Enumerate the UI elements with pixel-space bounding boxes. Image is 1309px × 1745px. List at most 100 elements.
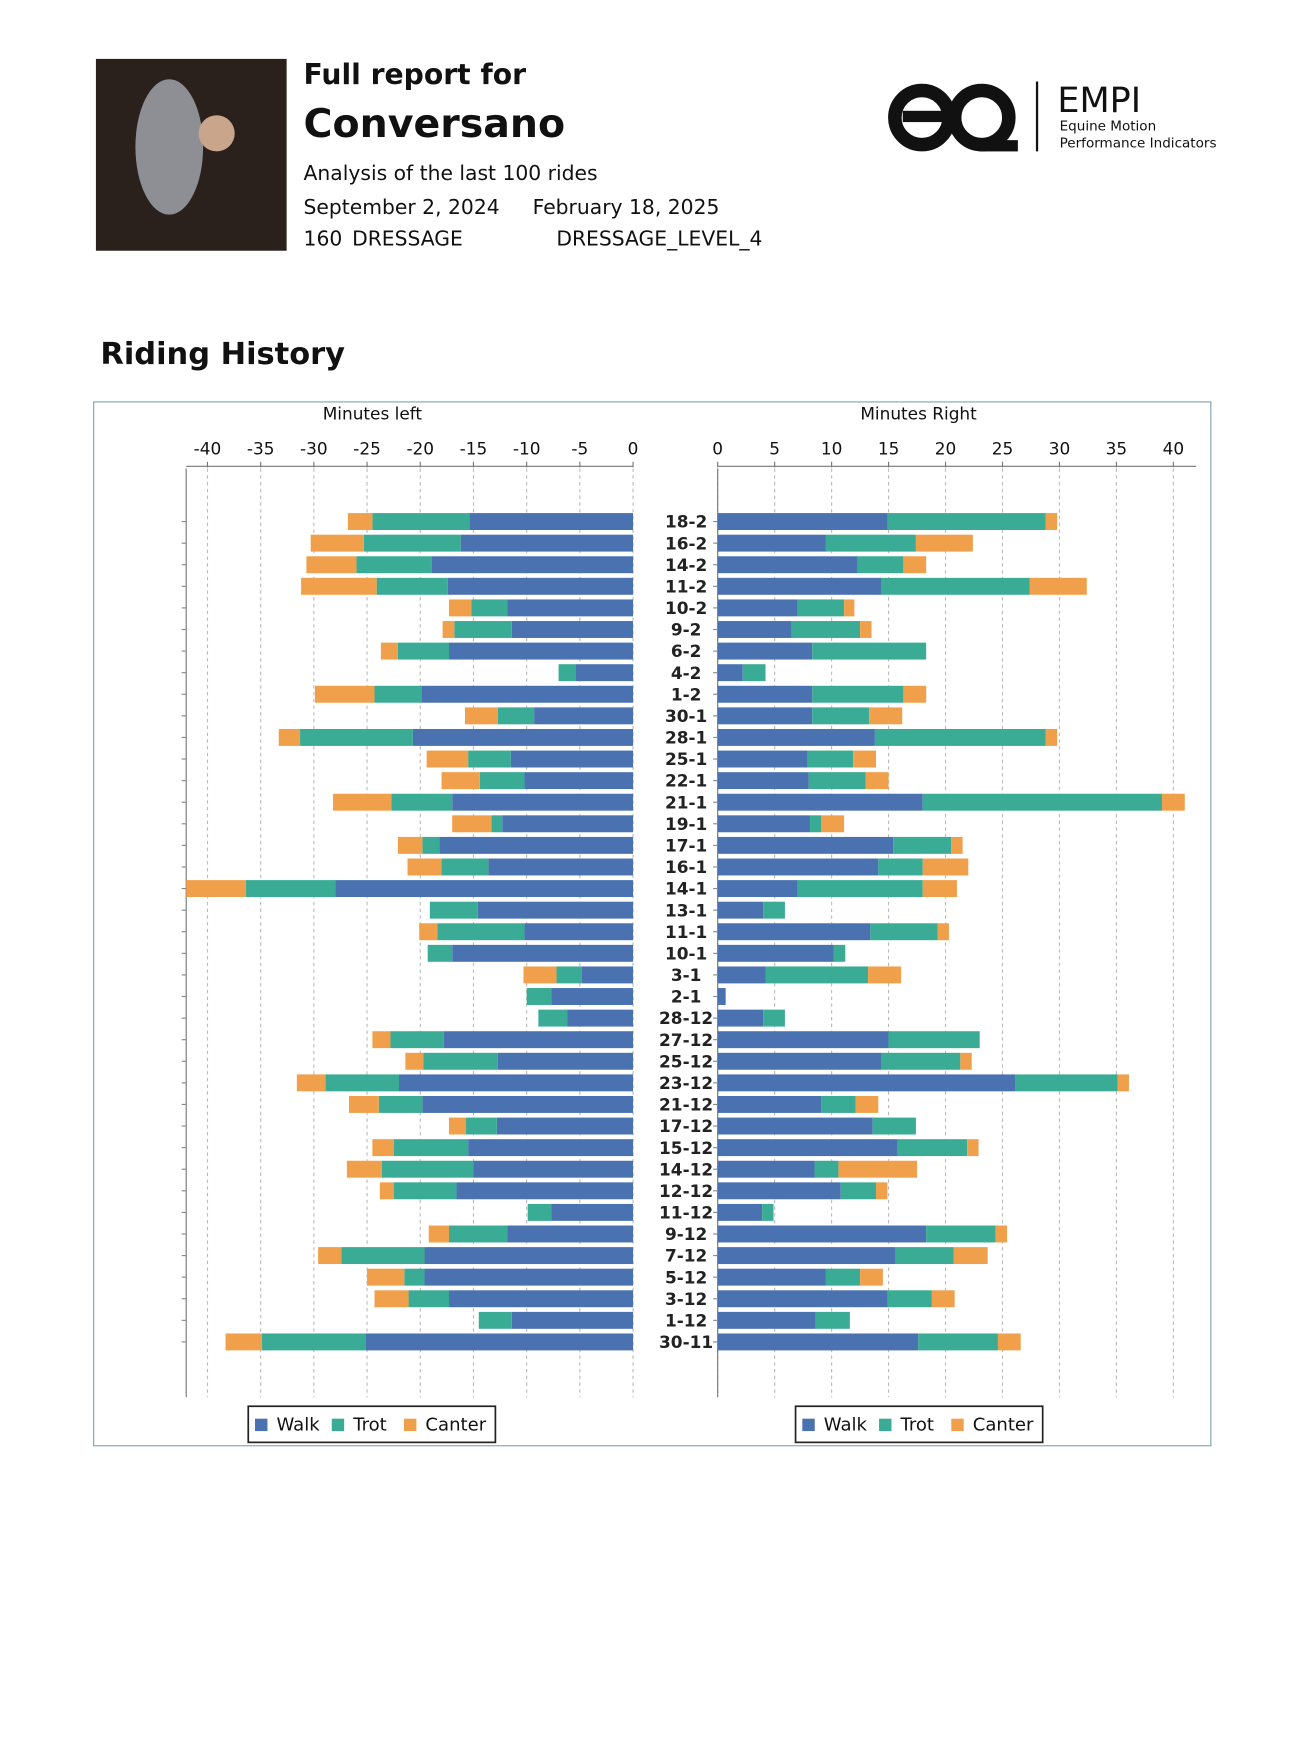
legend-swatch	[331, 1418, 345, 1432]
bar-segment	[997, 1333, 1021, 1351]
bar-segment	[524, 772, 634, 790]
bar-segment	[306, 556, 357, 574]
bar-segment	[717, 858, 879, 876]
category-label: 12-12	[659, 1181, 713, 1201]
bar-segment	[510, 750, 634, 768]
bar-segment	[717, 750, 808, 768]
bar-segment	[346, 1160, 382, 1178]
bar-segment	[878, 858, 923, 876]
bar-segment	[404, 1268, 425, 1286]
bar-segment	[575, 664, 634, 682]
bar-segment	[523, 966, 557, 984]
bar-segment	[893, 836, 952, 854]
bar-segment	[895, 1247, 954, 1265]
bar-segment	[378, 1095, 423, 1113]
axis-title: Minutes Right	[860, 403, 977, 423]
bar-segment	[278, 728, 301, 746]
bar-segment	[441, 858, 489, 876]
bar-segment	[497, 1052, 634, 1070]
x-tick-label: -5	[571, 438, 588, 458]
bar-segment	[960, 1052, 972, 1070]
bar-segment	[511, 621, 634, 638]
bar-segment	[452, 944, 634, 962]
bar-segment	[478, 1311, 512, 1329]
bar-segment	[717, 577, 882, 595]
bar-segment	[915, 534, 973, 552]
bar-segment	[717, 1117, 873, 1135]
bar-segment	[868, 966, 902, 984]
bar-segment	[717, 621, 792, 638]
category-label: 30-11	[659, 1332, 713, 1352]
bar-segment	[717, 1009, 764, 1027]
bar-segment	[1045, 728, 1058, 746]
bar-segment	[814, 1160, 839, 1178]
bar-segment	[448, 1290, 634, 1308]
bar-segment	[412, 728, 634, 746]
bar-segment	[448, 1225, 508, 1243]
bar-segment	[398, 1074, 634, 1092]
x-tick-label: 0	[628, 438, 639, 458]
bar-segment	[491, 815, 503, 833]
bar-segment	[447, 577, 634, 595]
horse-photo-horse	[135, 79, 204, 215]
bar-segment	[507, 599, 634, 617]
bar-segment	[717, 966, 766, 984]
horse-photo-rider	[198, 115, 235, 152]
bar-segment	[471, 599, 508, 617]
bar-segment	[717, 707, 813, 725]
bar-segment	[300, 728, 413, 746]
bar-segment	[717, 1095, 822, 1113]
bar-segment	[765, 966, 869, 984]
bar-segment	[887, 1290, 932, 1308]
bar-segment	[717, 988, 726, 1005]
bar-segment	[717, 1074, 1016, 1092]
bar-segment	[431, 556, 634, 574]
bar-segment	[951, 836, 963, 854]
bar-segment	[429, 901, 478, 919]
bar-segment	[460, 534, 634, 552]
x-tick-label: 30	[1049, 438, 1071, 458]
category-label: 28-1	[665, 728, 707, 748]
x-tick-label: -40	[194, 438, 222, 458]
bar-segment	[812, 642, 927, 660]
bar-segment	[261, 1333, 367, 1351]
bar-segment	[967, 1139, 979, 1157]
bar-segment	[341, 1247, 425, 1265]
category-label: 7-12	[665, 1246, 707, 1266]
legend-label: Trot	[352, 1414, 387, 1435]
bar-segment	[372, 513, 470, 531]
bar-segment	[869, 707, 903, 725]
axis-title: Minutes left	[323, 403, 423, 423]
x-tick-label: 15	[878, 438, 900, 458]
legend-label: Canter	[973, 1414, 1034, 1435]
bar-segment	[301, 577, 377, 595]
discipline: DRESSAGE	[352, 226, 463, 250]
bar-segment	[496, 1117, 634, 1135]
bar-segment	[812, 685, 904, 703]
bar-segment	[393, 1139, 469, 1157]
bar-segment	[469, 513, 634, 531]
bar-segment	[538, 1009, 568, 1027]
bar-segment	[367, 1268, 405, 1286]
bar-segment	[887, 513, 1046, 531]
bar-segment	[717, 1247, 896, 1265]
category-label: 1-2	[671, 684, 702, 704]
logo-line: Performance Indicators	[1060, 136, 1217, 152]
bar-segment	[468, 1139, 634, 1157]
x-tick-label: -35	[247, 438, 275, 458]
bar-segment	[527, 1203, 552, 1221]
bar-segment	[442, 621, 455, 638]
x-tick-label: -25	[353, 438, 381, 458]
bar-segment	[717, 944, 834, 962]
bar-segment	[524, 923, 634, 941]
bar-segment	[477, 901, 634, 919]
bar-segment	[833, 944, 846, 962]
bar-segment	[926, 1225, 996, 1243]
bar-segment	[422, 836, 440, 854]
x-tick-label: 0	[712, 438, 723, 458]
x-tick-label: -10	[513, 438, 541, 458]
bar-segment	[717, 772, 809, 790]
category-label: 22-1	[665, 771, 707, 791]
bar-segment	[347, 513, 373, 531]
bar-segment	[581, 966, 634, 984]
